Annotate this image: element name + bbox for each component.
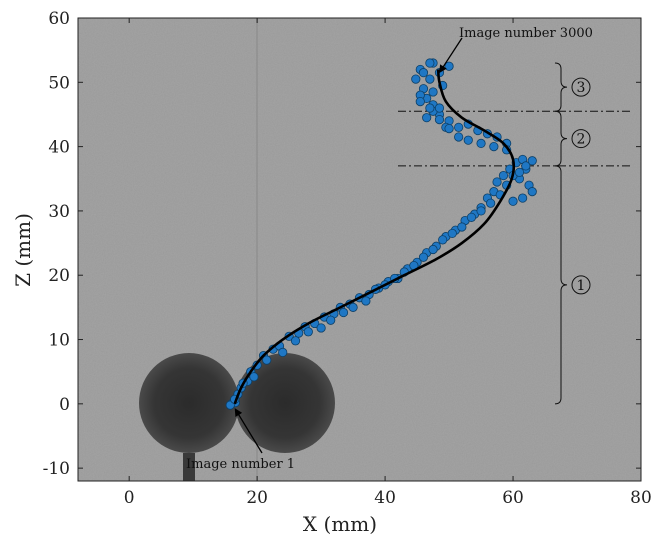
data-point <box>489 142 499 152</box>
y-axis-title: Z (mm) <box>11 213 35 287</box>
x-tick-label: 0 <box>124 488 135 508</box>
data-point <box>425 103 435 113</box>
zone-brace-1 <box>554 165 568 405</box>
data-point <box>249 372 259 382</box>
data-point <box>514 167 525 177</box>
x-tick-label: 60 <box>502 488 524 508</box>
data-point <box>361 296 371 306</box>
zone-marker-1 <box>571 275 591 295</box>
zone-brace-2 <box>554 110 568 167</box>
x-tick-label: 40 <box>374 488 396 508</box>
data-point <box>527 156 537 166</box>
x-axis-title: X (mm) <box>303 512 377 536</box>
annotations: Image number 3000 Image number 1 <box>186 26 593 472</box>
zone-label-2: 2 <box>577 132 586 148</box>
data-point <box>447 228 457 239</box>
y-tick-label: 20 <box>48 266 70 286</box>
data-point <box>290 336 301 346</box>
x-tick-label: 20 <box>246 488 268 508</box>
data-point <box>498 170 509 181</box>
data-point <box>438 235 448 245</box>
data-point <box>411 74 421 84</box>
zone-label-1: 1 <box>577 278 586 294</box>
y-tick-label: 0 <box>59 395 70 415</box>
data-point <box>454 132 464 142</box>
data-point <box>454 122 464 132</box>
y-tick-label: 10 <box>48 331 70 351</box>
data-point <box>422 113 432 123</box>
zone-marker-3 <box>571 77 591 97</box>
plot-background <box>78 18 641 481</box>
data-point <box>444 124 454 134</box>
trajectory-curve <box>233 69 516 405</box>
annotation-arrow-start <box>234 408 263 454</box>
y-tick-label: 30 <box>48 202 70 222</box>
data-point <box>418 252 429 262</box>
trajectory-points <box>225 58 537 410</box>
y-tick-label: 40 <box>48 138 70 158</box>
plot-frame <box>77 17 642 482</box>
data-point <box>316 323 326 333</box>
zone-marker-2 <box>571 129 591 149</box>
data-point <box>338 307 349 318</box>
data-point <box>415 96 425 107</box>
data-point <box>518 193 528 203</box>
data-point <box>278 347 288 357</box>
data-point <box>428 87 438 97</box>
data-point <box>425 74 435 84</box>
data-point <box>527 187 537 197</box>
data-point <box>262 355 272 365</box>
data-point <box>425 58 435 68</box>
data-point <box>303 327 313 337</box>
data-point <box>457 222 467 232</box>
data-point <box>326 315 336 325</box>
data-point <box>521 161 531 171</box>
data-point <box>463 135 473 145</box>
data-point <box>508 196 518 206</box>
zone-label-3: 3 <box>577 80 586 96</box>
data-point <box>476 138 486 148</box>
data-point <box>476 206 486 216</box>
y-tick-label: 50 <box>48 73 70 93</box>
axes: 0 20 40 60 80 -10 0 10 20 30 40 50 60 <box>43 9 652 508</box>
y-tick-label: 60 <box>48 9 70 29</box>
data-point <box>348 302 358 312</box>
data-point <box>486 198 496 208</box>
annotation-label-end: Image number 3000 <box>459 26 593 41</box>
y-tick-label: -10 <box>43 459 70 479</box>
data-point <box>492 177 502 187</box>
annotation-arrow-end <box>439 37 463 74</box>
data-point <box>428 244 438 255</box>
overlay: 1 2 3 <box>398 62 630 405</box>
data-point <box>434 103 445 113</box>
data-point <box>466 212 477 222</box>
data-point <box>418 68 429 78</box>
x-tick-label: 80 <box>630 488 652 508</box>
zone-brace-3 <box>554 62 568 112</box>
data-point <box>434 115 445 125</box>
annotation-label-start: Image number 1 <box>186 457 295 472</box>
